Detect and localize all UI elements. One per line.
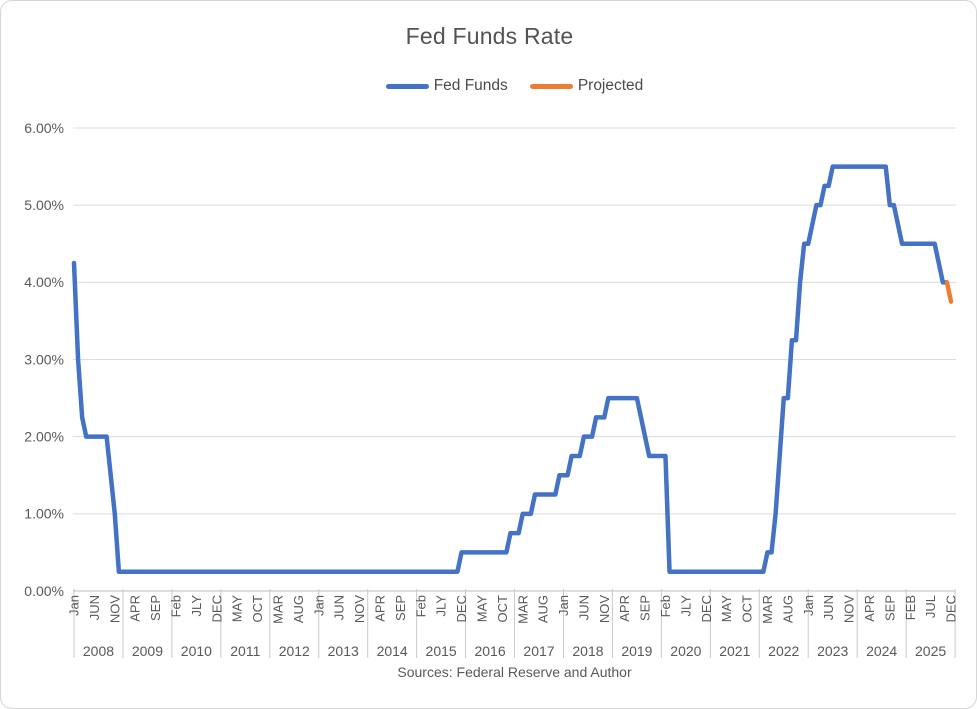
x-axis-year-label: 2025 [915,643,946,659]
x-axis-month-label: OCT [495,595,510,623]
x-axis-month-label: MAY [474,595,489,623]
x-axis-year-label: 2009 [132,643,163,659]
x-axis-month-label: MAR [760,595,775,624]
x-axis-month-label: Jan [556,595,571,616]
x-axis-year-label: 2017 [523,643,554,659]
x-axis-month-label: SEP [882,595,897,621]
source-note: Sources: Federal Reserve and Author [397,664,632,680]
x-axis-month-label: AUG [780,595,795,623]
projected-line [944,280,954,304]
x-axis-year-label: 2022 [768,643,799,659]
x-axis-year-label: 2016 [474,643,505,659]
x-axis-month-label: JUN [576,595,591,620]
x-axis-month-label: DEC [454,595,469,622]
x-axis-month-label: OCT [250,595,265,623]
fed-funds-line-swatch [385,83,429,89]
x-axis-month-label: NOV [107,595,122,624]
x-axis-year-label: 2019 [621,643,652,659]
y-axis-label: 6.00% [24,120,64,136]
x-axis-month-label: JUN [332,595,347,620]
x-axis-year-label: 2010 [181,643,212,659]
x-axis-month-label: NOV [842,595,857,624]
x-axis-month-label: MAY [719,595,734,623]
x-axis-month-label: Feb [658,595,673,617]
x-axis-month-label: AUG [291,595,306,623]
x-axis-month-label: MAR [515,595,530,624]
x-axis-month-label: JUN [821,595,836,620]
x-axis-month-label: Feb [413,595,428,617]
legend: Fed Funds Projected [74,77,955,95]
x-axis-year-label: 2008 [83,643,114,659]
x-axis-month-label: DEC [699,595,714,622]
y-axis-label: 5.00% [24,197,64,213]
x-axis-month-label: JUN [87,595,102,620]
x-axis-month-label: APR [372,595,387,622]
x-axis-month-label: MAY [230,595,245,623]
x-axis-month-label: APR [862,595,877,622]
y-axis-label: 0.00% [24,583,64,599]
projected-line-swatch [529,83,573,89]
x-axis-year-label: 2011 [230,643,260,659]
x-axis-year-label: 2023 [817,643,848,659]
y-axis-label: 1.00% [24,506,64,522]
chart-title: Fed Funds Rate [405,23,574,49]
legend-item-projected: Projected [529,77,644,95]
x-axis-month-label: Jan [67,595,82,616]
x-axis-month-label: NOV [352,595,367,624]
y-axis-label: 3.00% [24,351,64,367]
x-axis-year-label: 2024 [866,643,897,659]
x-axis-month-label: DEC [944,595,959,622]
x-axis-year-label: 2014 [377,643,408,659]
legend-item-fed-funds: Fed Funds [385,77,508,95]
x-axis-month-label: JLY [189,595,204,617]
x-axis-month-label: JUL [923,595,938,618]
legend-label-fed-funds: Fed Funds [433,77,508,94]
x-axis-month-label: SEP [393,595,408,621]
y-axis-label: 2.00% [24,429,64,445]
x-axis-month-label: MAR [271,595,286,624]
y-axis-label: 4.00% [24,274,64,290]
x-axis-month-label: DEC [209,595,224,622]
x-axis-year-label: 2021 [719,643,750,659]
x-axis-month-label: AUG [536,595,551,623]
legend-label-projected: Projected [577,77,644,94]
x-axis-month-label: SEP [638,595,653,621]
x-axis-year-label: 2020 [670,643,701,659]
x-axis-month-label: Jan [311,595,326,616]
x-axis-month-label: JLY [434,595,449,617]
x-axis-month-label: APR [617,595,632,622]
x-axis-month-label: OCT [740,595,755,623]
fed-funds-line [71,164,950,574]
x-axis-month-label: Jan [801,595,816,616]
x-axis-month-label: NOV [597,595,612,624]
x-axis-month-label: SEP [148,595,163,621]
x-axis-month-label: APR [128,595,143,622]
x-axis-month-label: FEB [903,595,918,620]
x-axis-year-label: 2012 [279,643,310,659]
x-axis-year-label: 2018 [572,643,603,659]
x-axis-month-label: Feb [169,595,184,617]
x-axis-month-label: JLY [678,595,693,617]
x-axis-year-label: 2015 [426,643,457,659]
x-axis-year-label: 2013 [328,643,359,659]
